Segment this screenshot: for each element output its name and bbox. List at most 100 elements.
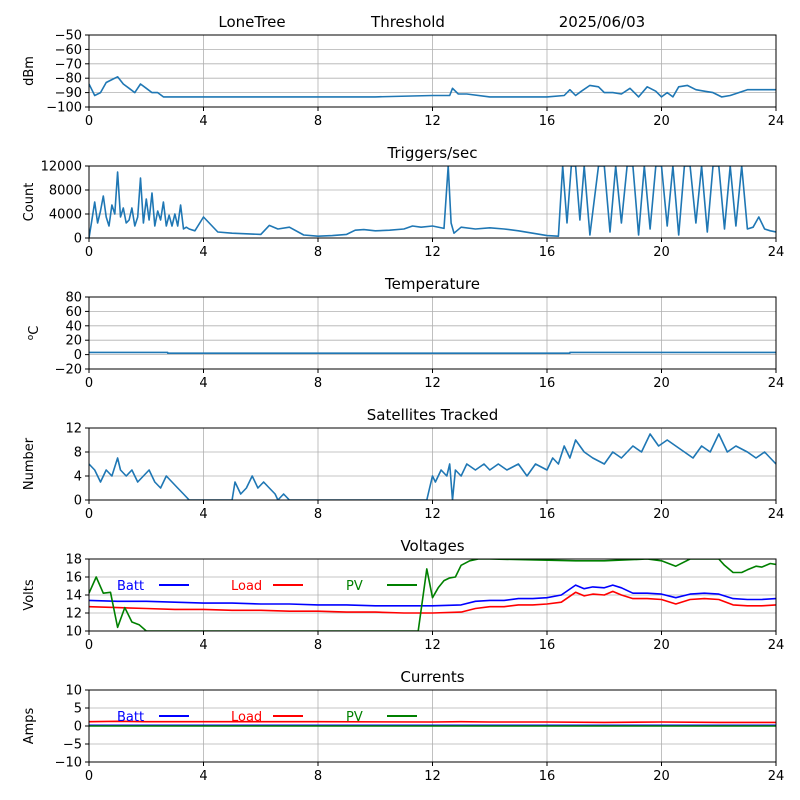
series-line [89, 351, 776, 354]
legend-label-load: Load [231, 579, 262, 594]
y-tick-label: −100 [46, 101, 82, 116]
series-group [89, 433, 776, 500]
x-tick-label: 0 [85, 245, 93, 260]
y-axis-label: Volts [22, 579, 37, 611]
x-tick-label: 24 [768, 376, 785, 391]
y-axis-label: oC [26, 326, 42, 341]
y-axis-label-degree: o [26, 334, 36, 340]
panel-title: Currents [400, 668, 464, 686]
y-tick-label: 12000 [41, 160, 82, 175]
x-tick-label: 0 [85, 638, 93, 653]
y-tick-label: −50 [55, 29, 82, 44]
x-tick-label: 16 [539, 376, 556, 391]
y-tick-label: 0 [74, 232, 82, 247]
x-tick-label: 4 [199, 638, 207, 653]
y-tick-label: 12 [65, 607, 82, 622]
x-tick-label: 12 [424, 245, 441, 260]
y-tick-label: 40 [65, 319, 82, 334]
x-tick-label: 0 [85, 507, 93, 522]
y-tick-label: 10 [65, 625, 82, 640]
x-tick-label: 12 [424, 769, 441, 784]
report-date: 2025/06/03 [559, 13, 645, 31]
x-tick-label: 12 [424, 507, 441, 522]
x-tick-label: 20 [653, 114, 670, 129]
x-tick-label: 4 [199, 507, 207, 522]
x-tick-label: 12 [424, 376, 441, 391]
x-tick-label: 16 [539, 769, 556, 784]
x-tick-label: 0 [85, 114, 93, 129]
x-tick-label: 16 [539, 638, 556, 653]
x-tick-label: 4 [199, 245, 207, 260]
x-tick-label: 20 [653, 769, 670, 784]
y-tick-label: 4000 [49, 208, 82, 223]
series-line-load [89, 720, 776, 724]
x-tick-label: 8 [314, 507, 322, 522]
y-axis-label: dBm [22, 56, 37, 86]
y-tick-label: −10 [55, 756, 82, 771]
x-tick-label: 16 [539, 245, 556, 260]
y-tick-label: 0 [74, 720, 82, 735]
y-tick-label: −90 [55, 86, 82, 101]
y-axis-label: Number [22, 437, 37, 490]
y-tick-label: 14 [65, 589, 82, 604]
legend: Batt Load PV [117, 710, 417, 725]
panel-currents: 0 4 8 12 16 20 24 −10 −5 0 5 10 Currents Amps Batt Load… [22, 668, 784, 784]
panel-triggers: 0 4 8 12 16 20 24 0 4000 8000 12000 Triggers/sec Cou… [22, 144, 784, 260]
x-tick-label: 4 [199, 114, 207, 129]
y-tick-label: 4 [74, 470, 82, 485]
x-tick-label: 16 [539, 114, 556, 129]
x-tick-label: 24 [768, 114, 785, 129]
y-tick-label: −60 [55, 43, 82, 58]
y-tick-label: 20 [65, 334, 82, 349]
x-tick-label: 12 [424, 114, 441, 129]
x-tick-label: 24 [768, 245, 785, 260]
panel-title: Satellites Tracked [367, 406, 498, 424]
x-tick-label: 24 [768, 769, 785, 784]
x-tick-label: 20 [653, 245, 670, 260]
x-tick-label: 20 [653, 376, 670, 391]
y-tick-label: 8 [74, 446, 82, 461]
x-tick-label: 0 [85, 376, 93, 391]
x-tick-label: 20 [653, 507, 670, 522]
legend-label-load: Load [231, 710, 262, 725]
panel-title: Voltages [400, 537, 464, 555]
series-line-load [89, 590, 776, 614]
series-line [89, 76, 776, 98]
y-axis-label: Count [22, 183, 37, 222]
x-tick-label: 24 [768, 638, 785, 653]
y-tick-label: 8000 [49, 184, 82, 199]
series-line [89, 166, 776, 238]
legend-label-pv: PV [346, 710, 363, 725]
y-tick-label: −80 [55, 72, 82, 87]
y-tick-label: 18 [65, 553, 82, 568]
panel-voltages: 0 4 8 12 16 20 24 10 12 14 16 18 Voltages Volts Batt Lo… [22, 537, 784, 653]
x-tick-label: 0 [85, 769, 93, 784]
y-tick-label: 0 [74, 494, 82, 509]
x-tick-label: 8 [314, 638, 322, 653]
y-tick-label: 10 [65, 684, 82, 699]
series-line [89, 433, 776, 500]
x-tick-label: 20 [653, 638, 670, 653]
x-tick-label: 16 [539, 507, 556, 522]
trigger-mode: Threshold [370, 13, 445, 31]
y-tick-label: −5 [63, 738, 82, 753]
legend-label-batt: Batt [117, 710, 144, 725]
x-tick-label: 8 [314, 376, 322, 391]
x-tick-label: 4 [199, 769, 207, 784]
y-tick-label: −70 [55, 57, 82, 72]
series-line-batt [89, 584, 776, 607]
series-line-pv [89, 559, 776, 631]
panel-title: Temperature [384, 275, 480, 293]
legend-label-batt: Batt [117, 579, 144, 594]
series-group [89, 351, 776, 354]
x-tick-label: 12 [424, 638, 441, 653]
x-tick-label: 8 [314, 114, 322, 129]
y-axis-label: Amps [22, 707, 37, 744]
series-group [89, 76, 776, 98]
station-name: LoneTree [218, 13, 285, 31]
series-group [89, 166, 776, 238]
